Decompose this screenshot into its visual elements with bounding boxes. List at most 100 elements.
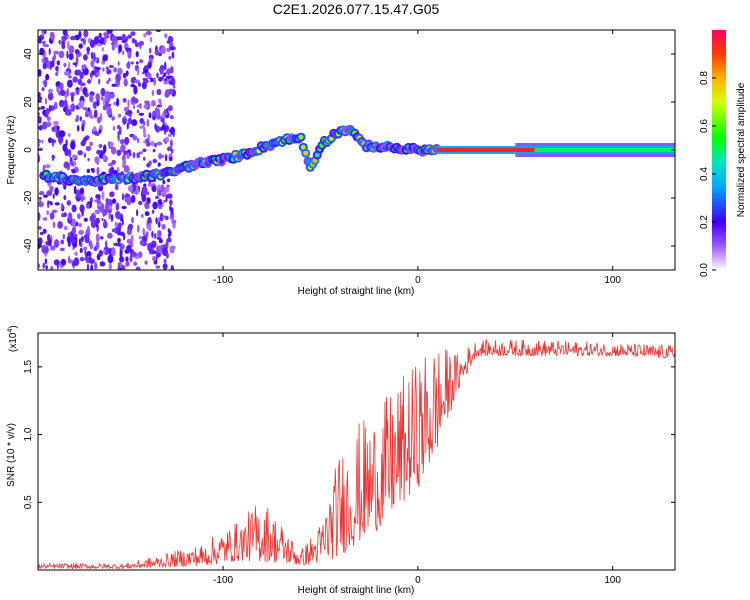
- spectrogram-noise-cell: [102, 55, 107, 62]
- spectrogram-noise-cell: [83, 136, 88, 142]
- spectrogram-noise-cell: [156, 245, 159, 254]
- spectrogram-noise-cell: [169, 156, 173, 162]
- spectrogram-noise-cell: [157, 162, 161, 167]
- spectrogram-noise-cell: [118, 113, 121, 118]
- spectrogram-noise-cell: [165, 196, 168, 203]
- spectrogram-noise-cell: [100, 236, 104, 240]
- spectrogram-noise-cell: [58, 39, 61, 45]
- spectrogram-noise-cell: [38, 237, 43, 246]
- spectrogram-noise-cell: [63, 195, 67, 201]
- spectrogram-noise-cell: [132, 135, 138, 141]
- spectrogram-noise-cell: [158, 205, 163, 210]
- snr-panel: -100 0 100 0.5 1.0 1.5 Height of straight lin…: [6, 325, 676, 596]
- spectrogram-noise-cell: [147, 182, 152, 187]
- spectrogram-noise-cell: [111, 83, 117, 87]
- spectrogram-noise-cell: [98, 143, 103, 149]
- spectrogram-noise-cell: [107, 162, 114, 167]
- spectrogram-noise-cell: [169, 126, 175, 135]
- spectrogram-noise-cell: [39, 47, 45, 56]
- spectrogram-noise-cell: [142, 148, 147, 153]
- spectrogram-noise-cell: [130, 234, 134, 243]
- spectrogram-noise-cell: [136, 109, 140, 114]
- spectrogram-noise-cell: [119, 255, 124, 263]
- spectrogram-noise-cell: [156, 188, 159, 197]
- spectrogram-noise-cell: [49, 60, 55, 68]
- spectrogram-noise-cell: [104, 240, 108, 250]
- spectrogram-noise-cell: [42, 228, 47, 234]
- spectrogram-noise-cell: [146, 118, 150, 127]
- spectrogram-noise-cell: [63, 63, 67, 67]
- spectrogram-y-label: Frequency (Hz): [6, 116, 17, 185]
- spectrogram-noise-cell: [105, 198, 109, 204]
- spectrogram-noise-cell: [90, 51, 94, 60]
- spectrogram-noise-cell: [115, 202, 120, 211]
- spectrogram-noise-cell: [86, 263, 90, 270]
- spectrogram-noise-cell: [41, 139, 44, 144]
- spectrogram-noise-cell: [165, 252, 169, 259]
- spectrogram-noise-cell: [95, 209, 99, 214]
- spectrogram-noise-cell: [66, 50, 69, 59]
- spectrogram-noise-cell: [100, 37, 105, 42]
- spectrogram-noise-cell: [63, 225, 68, 231]
- spectrogram-noise-cell: [131, 251, 137, 257]
- spectrogram-noise-cell: [138, 82, 141, 87]
- spectrogram-noise-cell: [169, 205, 172, 211]
- colorbar-tick-label: 0.6: [699, 119, 710, 133]
- spectrogram-noise-cell: [111, 45, 115, 51]
- spectrogram-noise-cell: [145, 231, 149, 238]
- spectrogram-x-label: Height of straight line (km): [298, 286, 415, 297]
- spectrogram-noise-cell: [115, 73, 121, 83]
- spectrogram-noise-cell: [152, 255, 157, 262]
- spectrogram-noise-cell: [94, 156, 100, 164]
- colorbar-gradient: [712, 30, 726, 270]
- spectrogram-noise-cell: [62, 233, 65, 240]
- spectrogram-noise-cell: [38, 212, 41, 221]
- spectrogram-noise-cell: [141, 213, 144, 219]
- spectrogram-noise-cell: [54, 187, 59, 196]
- spectrogram-noise-cell: [52, 154, 55, 162]
- y-tick-label: 1.0: [23, 427, 34, 441]
- snr-axes: -100 0 100 0.5 1.0 1.5: [23, 333, 675, 586]
- spectrogram-noise-cell: [73, 233, 78, 237]
- spectrogram-noise-cell: [90, 264, 94, 270]
- spectrogram-noise-cell: [123, 78, 128, 87]
- spectrogram-noise-cell: [156, 88, 162, 96]
- spectrogram-noise-cell: [44, 97, 48, 105]
- spectrogram-noise-cell: [48, 88, 53, 94]
- spectrogram-noise-cell: [89, 243, 94, 250]
- spectrogram-ridge-cell: [298, 134, 304, 140]
- spectrogram-noise-cell: [152, 110, 156, 119]
- spectrogram-noise-cell: [94, 199, 100, 203]
- spectrogram-noise-cell: [47, 92, 54, 101]
- spectrogram-noise-cell: [77, 102, 82, 109]
- spectrogram-noise-cell: [38, 226, 42, 230]
- spectrogram-noise-cell: [130, 31, 136, 36]
- spectrogram-noise-cell: [117, 132, 120, 142]
- spectrogram-noise-cell: [148, 248, 152, 253]
- spectrogram-noise-cell: [61, 40, 65, 49]
- spectrogram-noise-cell: [161, 124, 167, 131]
- spectrogram-noise-cell: [166, 107, 169, 114]
- spectrogram-noise-cell: [151, 89, 155, 96]
- spectrogram-noise-cell: [50, 32, 55, 41]
- spectrogram-noise-cell: [72, 76, 78, 83]
- spectrogram-noise-cell: [63, 161, 70, 169]
- spectrogram-noise-cell: [139, 151, 143, 155]
- spectrogram-noise-cell: [93, 109, 98, 119]
- spectrogram-noise-cell: [109, 141, 114, 148]
- spectrogram-noise-cell: [163, 72, 167, 77]
- spectrogram-noise-cell: [75, 189, 81, 198]
- spectrogram-noise-cell: [75, 87, 80, 91]
- spectrogram-noise-cell: [168, 56, 172, 60]
- spectrogram-noise-cell: [126, 244, 132, 252]
- spectrogram-noise-cell: [150, 140, 155, 146]
- spectrogram-noise-cell: [142, 120, 146, 127]
- spectrogram-noise-cell: [89, 215, 95, 223]
- spectrogram-noise-cell: [147, 133, 151, 141]
- spectrogram-noise-cell: [155, 265, 161, 269]
- spectrogram-noise-cell: [136, 68, 140, 76]
- spectrogram-noise-cell: [80, 197, 84, 202]
- spectrogram-noise-cell: [72, 242, 78, 248]
- spectrogram-noise-cell: [100, 87, 106, 97]
- spectrogram-noise-cell: [136, 209, 139, 217]
